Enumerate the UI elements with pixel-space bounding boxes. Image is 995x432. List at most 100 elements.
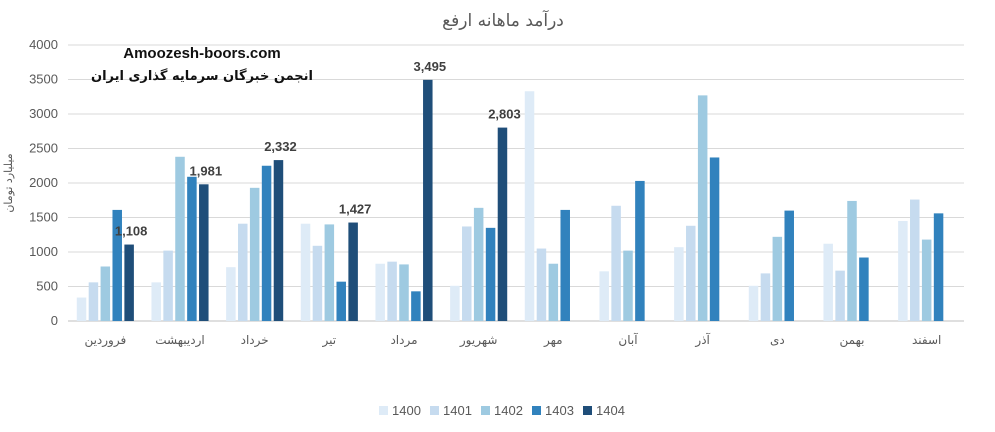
legend-entry: 1401	[443, 403, 472, 418]
bar	[450, 285, 460, 321]
bar	[300, 223, 311, 321]
data-label: 2,332	[264, 139, 297, 154]
bar	[772, 236, 783, 321]
bar	[273, 160, 284, 321]
bar	[611, 205, 621, 321]
bar	[748, 285, 759, 321]
y-tick-label: 1500	[29, 210, 58, 225]
bar	[548, 263, 559, 321]
bar	[249, 187, 260, 321]
y-axis-label: میلیارد تومان	[2, 153, 15, 212]
bar	[847, 200, 857, 321]
y-tick-label: 3000	[29, 106, 58, 121]
data-label: 1,981	[190, 163, 223, 178]
bar	[921, 239, 932, 321]
bar	[312, 245, 323, 321]
legend-entry: 1402	[494, 403, 523, 418]
legend-swatch	[481, 406, 490, 415]
bar	[324, 224, 335, 321]
bar	[100, 266, 111, 321]
bar	[560, 209, 570, 321]
bar	[485, 227, 496, 321]
bar	[859, 257, 869, 321]
bar	[686, 225, 696, 321]
bar	[124, 244, 134, 321]
bar	[898, 220, 908, 321]
bar	[226, 267, 236, 321]
bar	[784, 210, 794, 321]
y-tick-label: 0	[51, 313, 58, 328]
bar	[187, 176, 197, 321]
bar	[473, 207, 484, 321]
legend-swatch	[532, 406, 541, 415]
bar	[423, 79, 433, 321]
bar	[387, 261, 397, 321]
bar	[76, 297, 87, 321]
bar	[175, 156, 185, 321]
bar	[635, 180, 645, 321]
bar	[238, 223, 248, 321]
legend-swatch	[583, 406, 592, 415]
y-tick-label: 1000	[29, 244, 58, 259]
bar	[163, 250, 173, 321]
bar	[709, 157, 720, 321]
x-category-label: آذر	[694, 332, 710, 348]
bar	[536, 248, 547, 321]
bar	[462, 226, 472, 321]
bar	[760, 273, 771, 321]
x-axis-categories: فروردین اردیبهشت خرداد تیر مرداد شهریور مهر آبا…	[84, 332, 941, 348]
bar	[623, 250, 633, 321]
data-label: 1,427	[339, 202, 372, 217]
y-axis-ticks: 0 500 1000 1500 2000 2500 3000 3500 4000	[29, 37, 58, 328]
bar	[823, 243, 833, 321]
bar	[599, 271, 609, 321]
bar	[697, 95, 708, 322]
y-tick-label: 2000	[29, 175, 58, 190]
bar	[88, 282, 99, 321]
x-category-label: بهمن	[840, 333, 865, 348]
y-tick-label: 4000	[29, 37, 58, 52]
watermark-site: Amoozesh-boors.com	[123, 45, 281, 62]
x-category-label: خرداد	[241, 333, 269, 348]
bar	[933, 213, 944, 321]
x-category-label: اسفند	[912, 333, 941, 347]
watermark-org: انجمن خبرگان سرمایه گذاری ایران	[91, 68, 313, 84]
legend-swatch	[430, 406, 439, 415]
legend-entry: 1404	[596, 403, 625, 418]
bar	[835, 270, 845, 321]
legend-entry: 1403	[545, 403, 574, 418]
bar	[112, 209, 122, 321]
x-category-label: شهریور	[459, 333, 498, 348]
legend: 1400 1401 1402 1403 1404	[379, 403, 625, 418]
y-tick-label: 500	[36, 279, 58, 294]
bar	[151, 282, 161, 321]
data-label: 2,803	[488, 107, 521, 122]
y-tick-label: 2500	[29, 141, 58, 156]
bar	[348, 222, 358, 321]
y-tick-label: 3500	[29, 72, 58, 87]
legend-entry: 1400	[392, 403, 421, 418]
data-label: 3,495	[414, 59, 447, 74]
bar	[674, 247, 684, 321]
legend-swatch	[379, 406, 388, 415]
x-category-label: فروردین	[84, 333, 126, 348]
chart-title: درآمد ماهانه ارفع	[442, 9, 564, 31]
bars	[76, 79, 944, 322]
x-category-label: مهر	[543, 333, 563, 348]
bar	[910, 199, 920, 321]
bar	[497, 127, 508, 321]
x-category-label: تیر	[322, 333, 337, 348]
bar	[199, 184, 209, 321]
bar	[336, 281, 346, 321]
x-category-label: دی	[770, 333, 785, 347]
bar	[375, 263, 385, 321]
bar	[261, 165, 272, 321]
grid	[68, 44, 964, 322]
bar	[399, 264, 409, 321]
x-category-label: آبان	[618, 332, 638, 347]
bar	[524, 91, 535, 321]
data-label: 1,108	[115, 224, 148, 239]
x-category-label: اردیبهشت	[155, 333, 204, 348]
bar	[411, 291, 421, 321]
